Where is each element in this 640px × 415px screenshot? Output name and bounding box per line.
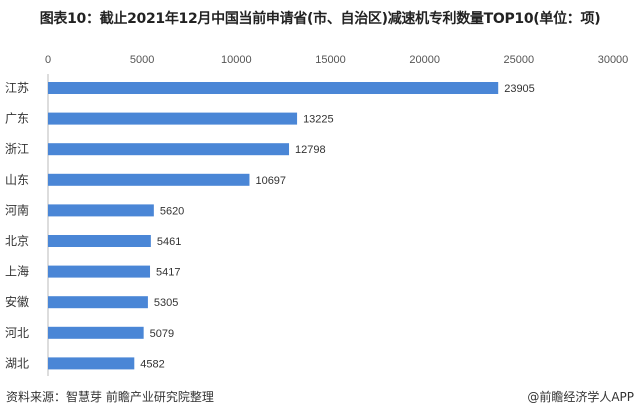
bar <box>48 112 298 125</box>
category-label: 河北 <box>5 326 29 340</box>
value-label: 10697 <box>255 175 286 187</box>
category-label: 北京 <box>5 234 29 248</box>
x-tick-label: 0 <box>45 54 51 66</box>
bar <box>48 326 144 339</box>
category-label: 浙江 <box>5 142 29 156</box>
value-label: 5079 <box>150 328 174 340</box>
value-label: 5417 <box>156 267 180 279</box>
x-tick-label: 15000 <box>315 54 346 66</box>
brand-label: @前瞻经济学人APP <box>527 390 634 404</box>
chart-title: 图表10：截止2021年12月中国当前申请省(市、自治区)减速机专利数量TOP1… <box>39 11 601 27</box>
value-label: 12798 <box>295 144 326 156</box>
value-label: 5305 <box>154 297 178 309</box>
source-note: 资料来源：智慧芽 前瞻产业研究院整理 <box>6 390 214 404</box>
value-label: 23905 <box>504 83 535 95</box>
category-label: 上海 <box>5 264 29 279</box>
bar <box>48 235 151 247</box>
bar <box>48 357 135 370</box>
category-label: 安徽 <box>5 294 29 309</box>
category-label: 湖北 <box>5 355 29 370</box>
bar <box>48 82 499 94</box>
x-tick-label: 5000 <box>130 54 154 66</box>
x-tick-label: 30000 <box>598 54 629 66</box>
bar <box>48 173 250 186</box>
value-label: 13225 <box>303 114 334 126</box>
bar <box>48 265 151 278</box>
category-label: 山东 <box>5 173 29 187</box>
value-label: 4582 <box>140 358 164 370</box>
x-tick-label: 25000 <box>504 54 535 66</box>
category-label: 江苏 <box>5 81 29 95</box>
x-tick-label: 20000 <box>409 54 440 66</box>
bar <box>48 143 290 156</box>
category-label: 广东 <box>5 112 29 126</box>
category-label: 河南 <box>5 202 29 217</box>
bar <box>48 296 148 309</box>
bar <box>48 204 154 217</box>
x-tick-label: 10000 <box>221 54 252 66</box>
value-label: 5461 <box>157 236 181 248</box>
value-label: 5620 <box>160 205 184 217</box>
